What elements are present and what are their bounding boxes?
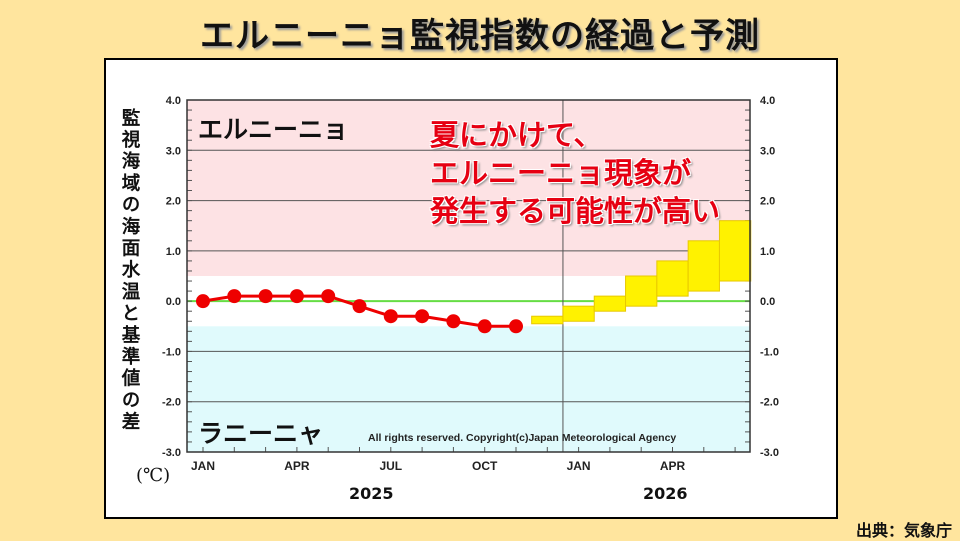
la-nina-zone: [187, 326, 750, 452]
unit-label: (℃): [136, 465, 171, 486]
y-tick-label-right: 0.0: [760, 296, 775, 308]
y-axis-label: 監視海域の海面水温と基準値の差: [119, 108, 140, 434]
observed-point: [383, 309, 398, 324]
x-tick-label: OCT: [472, 459, 498, 473]
x-tick-label: APR: [660, 459, 686, 473]
y-tick-label-right: 1.0: [760, 246, 775, 258]
observed-point: [415, 309, 430, 324]
page-title: エルニーニョ監視指数の経過と予測: [200, 16, 760, 56]
annotation-line-1: 夏にかけて、: [430, 118, 603, 152]
observed-point: [321, 289, 336, 304]
el-nino-zone-label: エルニーニョ: [198, 115, 349, 144]
y-tick-label-left: 3.0: [166, 145, 181, 157]
y-tick-label-left: -3.0: [162, 447, 181, 459]
forecast-box: [562, 305, 595, 322]
forecast-box: [625, 275, 658, 307]
y-tick-label-right: 2.0: [760, 196, 775, 208]
la-nina-zone-label: ラニーニャ: [198, 419, 324, 448]
observed-point: [227, 289, 242, 304]
x-tick-label: APR: [284, 459, 310, 473]
year-label-2026: 2026: [643, 484, 688, 503]
y-tick-label-right: -2.0: [760, 397, 779, 409]
y-tick-label-right: -3.0: [760, 447, 779, 459]
y-tick-label-left: 0.0: [166, 296, 181, 308]
x-tick-label: JAN: [567, 459, 591, 473]
observed-point: [509, 319, 523, 334]
y-tick-label-left: -1.0: [162, 346, 181, 358]
el-nino-zone: [187, 100, 750, 276]
y-tick-label-left: -2.0: [162, 397, 181, 409]
source-credit: 出典：気象庁: [855, 521, 952, 540]
year-label-2025: 2025: [349, 484, 394, 503]
annotation-line-2: エルニーニョ現象が: [430, 156, 692, 190]
y-tick-label-right: 3.0: [760, 145, 775, 157]
y-tick-label-left: 1.0: [166, 246, 181, 258]
x-tick-label: JUL: [379, 459, 402, 473]
forecast-box: [656, 260, 689, 297]
y-tick-label-left: 2.0: [166, 196, 181, 208]
y-tick-label-right: -1.0: [760, 346, 779, 358]
y-tick-label-left: 4.0: [166, 95, 181, 107]
plot-border: [186, 99, 751, 453]
copyright-text: All rights reserved. Copyright(c)Japan M…: [368, 432, 677, 444]
y-tick-label-right: 4.0: [760, 95, 775, 107]
observed-point: [446, 314, 461, 329]
x-tick-label: JAN: [191, 459, 215, 473]
forecast-box: [687, 240, 720, 292]
forecast-box: [718, 220, 752, 282]
observed-point: [352, 299, 367, 314]
annotation-line-3: 発生する可能性が高い: [430, 194, 721, 228]
observed-point: [477, 319, 492, 334]
observed-point: [196, 294, 210, 309]
observed-point: [258, 289, 273, 304]
observed-point: [289, 289, 304, 304]
forecast-box: [593, 295, 627, 312]
forecast-box: [531, 315, 564, 325]
